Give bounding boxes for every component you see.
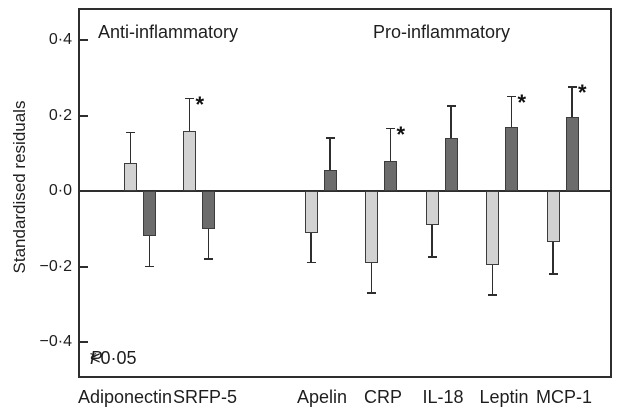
error-bar-dark-grey-bars-apelin — [329, 138, 331, 171]
bar-light-grey-bars-adiponectin — [124, 162, 137, 191]
error-bar-light-grey-bars-srfp-5 — [188, 98, 191, 131]
significance-asterisk-leptin: * — [517, 89, 527, 115]
error-cap-dark-grey-bars-leptin — [507, 95, 516, 98]
bar-dark-grey-bars-il-18 — [444, 138, 458, 191]
plot-frame — [78, 8, 612, 378]
bar-light-grey-bars-il-18 — [425, 191, 439, 225]
error-cap-light-grey-bars-apelin — [306, 262, 316, 264]
y-tick-label-0-2: −0·2 — [39, 257, 72, 275]
significance-note-asterisk: * — [90, 348, 97, 367]
error-cap-dark-grey-bars-crp — [386, 128, 395, 130]
error-bar-dark-grey-bars-leptin — [510, 96, 513, 127]
error-cap-light-grey-bars-crp — [367, 292, 376, 294]
x-label-mcp-1: MCP-1 — [535, 387, 592, 407]
bar-light-grey-bars-apelin — [304, 191, 318, 233]
bar-dark-grey-bars-crp — [384, 160, 397, 191]
y-tick-0-4 — [80, 341, 88, 343]
bar-light-grey-bars-srfp-5 — [183, 130, 196, 191]
error-bar-light-grey-bars-il-18 — [431, 224, 433, 258]
error-bar-light-grey-bars-crp — [370, 262, 373, 293]
significance-note-comparison: <0·05 — [90, 348, 137, 368]
bar-light-grey-bars-crp — [365, 191, 378, 263]
error-cap-light-grey-bars-mcp-1 — [548, 273, 558, 275]
error-cap-dark-grey-bars-adiponectin — [145, 265, 154, 268]
error-cap-light-grey-bars-leptin — [488, 294, 497, 296]
bar-dark-grey-bars-mcp-1 — [565, 117, 579, 191]
significance-asterisk-mcp-1: * — [578, 80, 587, 106]
error-cap-dark-grey-bars-mcp-1 — [567, 86, 577, 88]
bar-dark-grey-bars-apelin — [323, 170, 337, 191]
significance-note-p-symbol: P — [90, 348, 103, 368]
x-label-leptin: Leptin — [479, 387, 529, 407]
bar-light-grey-bars-mcp-1 — [546, 191, 560, 242]
error-cap-light-grey-bars-srfp-5 — [185, 97, 194, 100]
y-tick-0-4 — [80, 39, 88, 41]
y-tick-label-0-2: 0·2 — [48, 106, 72, 124]
y-tick-label-0-4: −0·4 — [39, 333, 72, 350]
bar-light-grey-bars-leptin — [486, 191, 499, 265]
bar-dark-grey-bars-adiponectin — [143, 191, 156, 237]
zero-line — [79, 190, 611, 192]
error-bar-dark-grey-bars-adiponectin — [148, 236, 151, 267]
y-tick-label-0-4: 0·4 — [48, 31, 72, 48]
error-bar-light-grey-bars-leptin — [491, 264, 494, 295]
x-label-il-18: IL-18 — [422, 387, 464, 407]
y-tick-0-2 — [80, 114, 88, 117]
x-label-apelin: Apelin — [296, 387, 348, 407]
x-label-adiponectin: Adiponectin — [77, 387, 173, 407]
y-tick-label-0-0: 0·0 — [48, 182, 72, 199]
error-cap-dark-grey-bars-apelin — [325, 137, 335, 139]
significance-asterisk-srfp-5: * — [195, 91, 205, 117]
error-cap-dark-grey-bars-il-18 — [446, 105, 456, 107]
section-label-anti-inflammatory: Anti-inflammatory — [98, 22, 239, 42]
error-bar-dark-grey-bars-mcp-1 — [571, 87, 573, 118]
x-label-srfp-5: SRFP-5 — [172, 387, 237, 407]
error-bar-light-grey-bars-adiponectin — [129, 132, 132, 163]
x-label-crp: CRP — [363, 387, 402, 407]
significance-asterisk-crp: * — [396, 121, 406, 147]
bar-dark-grey-bars-leptin — [505, 126, 518, 191]
error-bar-light-grey-bars-apelin — [310, 232, 312, 263]
error-bar-light-grey-bars-mcp-1 — [552, 241, 554, 275]
y-tick-0-2 — [80, 265, 88, 268]
error-bar-dark-grey-bars-il-18 — [450, 106, 452, 139]
y-tick-0-0 — [80, 190, 88, 192]
error-bar-dark-grey-bars-crp — [389, 128, 392, 161]
bar-dark-grey-bars-srfp-5 — [202, 191, 215, 229]
error-cap-light-grey-bars-il-18 — [427, 256, 437, 258]
section-label-pro-inflammatory: Pro-inflammatory — [373, 22, 511, 42]
error-bar-dark-grey-bars-srfp-5 — [207, 228, 210, 259]
error-cap-light-grey-bars-adiponectin — [126, 131, 135, 134]
error-cap-dark-grey-bars-srfp-5 — [204, 258, 213, 260]
